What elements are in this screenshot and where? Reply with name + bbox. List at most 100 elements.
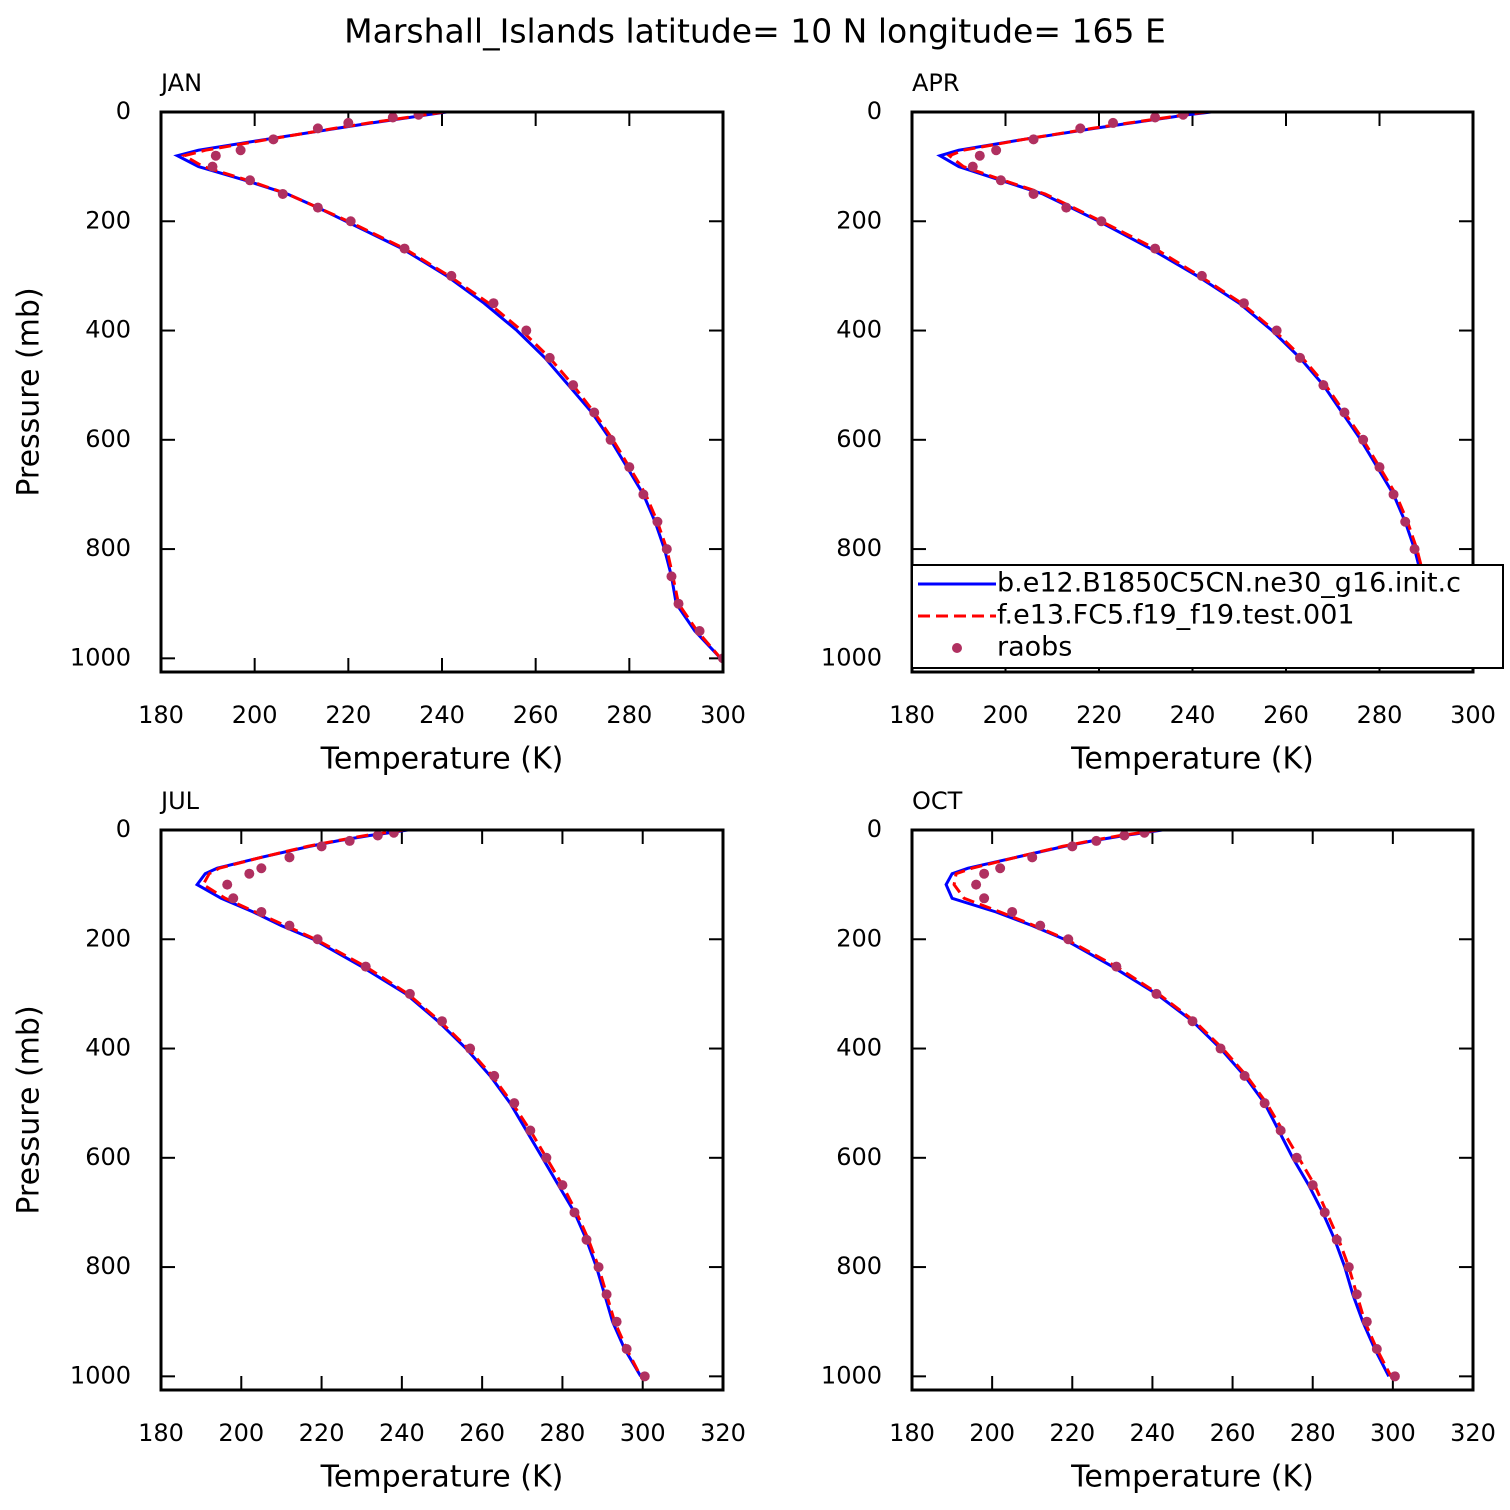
raobs-point	[244, 175, 255, 186]
raobs-point	[589, 407, 600, 418]
raobs-point	[979, 868, 990, 879]
x-tick-label: 280	[1357, 701, 1403, 729]
y-tick-label: 400	[836, 316, 882, 344]
raobs-point	[345, 216, 356, 227]
legend-label: f.e13.FC5.f19_f19.test.001	[997, 600, 1355, 631]
x-tick-label: 300	[700, 701, 746, 729]
raobs-point	[1291, 1152, 1302, 1163]
y-axis-label: Pressure (mb)	[12, 1005, 47, 1214]
raobs-point	[1339, 407, 1350, 418]
raobs-point	[235, 145, 246, 156]
x-axis-label: Temperature (K)	[320, 742, 564, 777]
raobs-point	[489, 1070, 500, 1081]
y-tick-label: 600	[836, 425, 882, 453]
raobs-point	[1215, 1043, 1226, 1054]
y-tick-label: 800	[836, 534, 882, 562]
x-tick-label: 240	[1170, 701, 1216, 729]
raobs-point	[541, 1152, 552, 1163]
raobs-point	[1063, 934, 1074, 945]
raobs-point	[1275, 1125, 1286, 1136]
x-tick-label: 300	[1370, 1419, 1416, 1447]
x-tick-label: 180	[138, 1419, 184, 1447]
plot-area	[173, 112, 723, 664]
x-tick-label: 240	[1130, 1419, 1176, 1447]
x-tick-label: 300	[1450, 701, 1496, 729]
x-tick-label: 280	[540, 1419, 586, 1447]
raobs-point	[1196, 270, 1207, 281]
raobs-point	[995, 175, 1006, 186]
raobs-point	[228, 893, 239, 904]
raobs-point	[661, 544, 672, 555]
x-tick-label: 220	[1076, 701, 1122, 729]
profile-line	[180, 112, 722, 660]
raobs-point	[639, 1371, 650, 1382]
y-tick-label: 200	[836, 206, 882, 234]
raobs-point	[624, 462, 635, 473]
x-tick-label: 180	[889, 701, 935, 729]
y-tick-label: 800	[85, 534, 131, 562]
x-tick-label: 180	[889, 1419, 935, 1447]
plot-frame	[159, 110, 725, 674]
raobs-point	[207, 161, 218, 172]
legend-label: b.e12.B1850C5CN.ne30_g16.init.c	[997, 568, 1461, 599]
legend-label: raobs	[997, 632, 1072, 663]
raobs-point	[1061, 202, 1072, 213]
raobs-point	[1259, 1098, 1270, 1109]
x-tick-label: 240	[419, 701, 465, 729]
raobs-point	[557, 1180, 568, 1191]
raobs-point	[1028, 134, 1039, 145]
raobs-point	[544, 352, 555, 363]
raobs-point	[1318, 380, 1329, 391]
raobs-point	[605, 434, 616, 445]
plot-frame	[910, 110, 1475, 674]
x-tick-label: 320	[1450, 1419, 1496, 1447]
raobs-point	[413, 112, 424, 120]
raobs-point	[1238, 298, 1249, 309]
raobs-point	[1027, 852, 1038, 863]
raobs-point	[1319, 1207, 1330, 1218]
legend-marker	[952, 643, 962, 653]
plot-area	[194, 830, 650, 1382]
x-tick-label: 200	[983, 701, 1029, 729]
raobs-point	[268, 134, 279, 145]
y-axis-label: Pressure (mb)	[12, 287, 47, 496]
raobs-point	[1178, 112, 1189, 120]
profile-line	[201, 830, 643, 1377]
y-tick-label: 200	[85, 206, 131, 234]
raobs-point	[568, 380, 579, 391]
raobs-point	[1139, 830, 1150, 838]
raobs-point	[1111, 961, 1122, 972]
x-tick-label: 280	[1290, 1419, 1336, 1447]
x-tick-label: 220	[1049, 1419, 1095, 1447]
raobs-point	[1271, 325, 1282, 336]
x-tick-label: 320	[700, 1419, 746, 1447]
x-tick-label: 260	[1263, 701, 1309, 729]
raobs-point	[343, 117, 354, 128]
raobs-point	[673, 598, 684, 609]
raobs-point	[1295, 352, 1306, 363]
raobs-point	[312, 123, 323, 134]
raobs-point	[601, 1289, 612, 1300]
raobs-point	[1028, 188, 1039, 199]
raobs-point	[1096, 216, 1107, 227]
profile-line	[952, 830, 1393, 1377]
panel-title: OCT	[912, 787, 963, 815]
y-tick-label: 600	[836, 1143, 882, 1171]
figure-title: Marshall_Islands latitude= 10 N longitud…	[344, 12, 1166, 51]
raobs-point	[1374, 462, 1385, 473]
y-tick-label: 1000	[821, 643, 882, 671]
y-tick-label: 1000	[70, 643, 131, 671]
raobs-point	[284, 852, 295, 863]
x-tick-label: 300	[620, 1419, 666, 1447]
y-tick-label: 800	[85, 1252, 131, 1280]
raobs-point	[256, 863, 267, 874]
x-tick-label: 260	[1210, 1419, 1256, 1447]
raobs-point	[388, 830, 399, 838]
raobs-point	[1150, 243, 1161, 254]
raobs-point	[1388, 489, 1399, 500]
raobs-point	[316, 841, 327, 852]
x-tick-label: 240	[379, 1419, 425, 1447]
raobs-point	[399, 243, 410, 254]
